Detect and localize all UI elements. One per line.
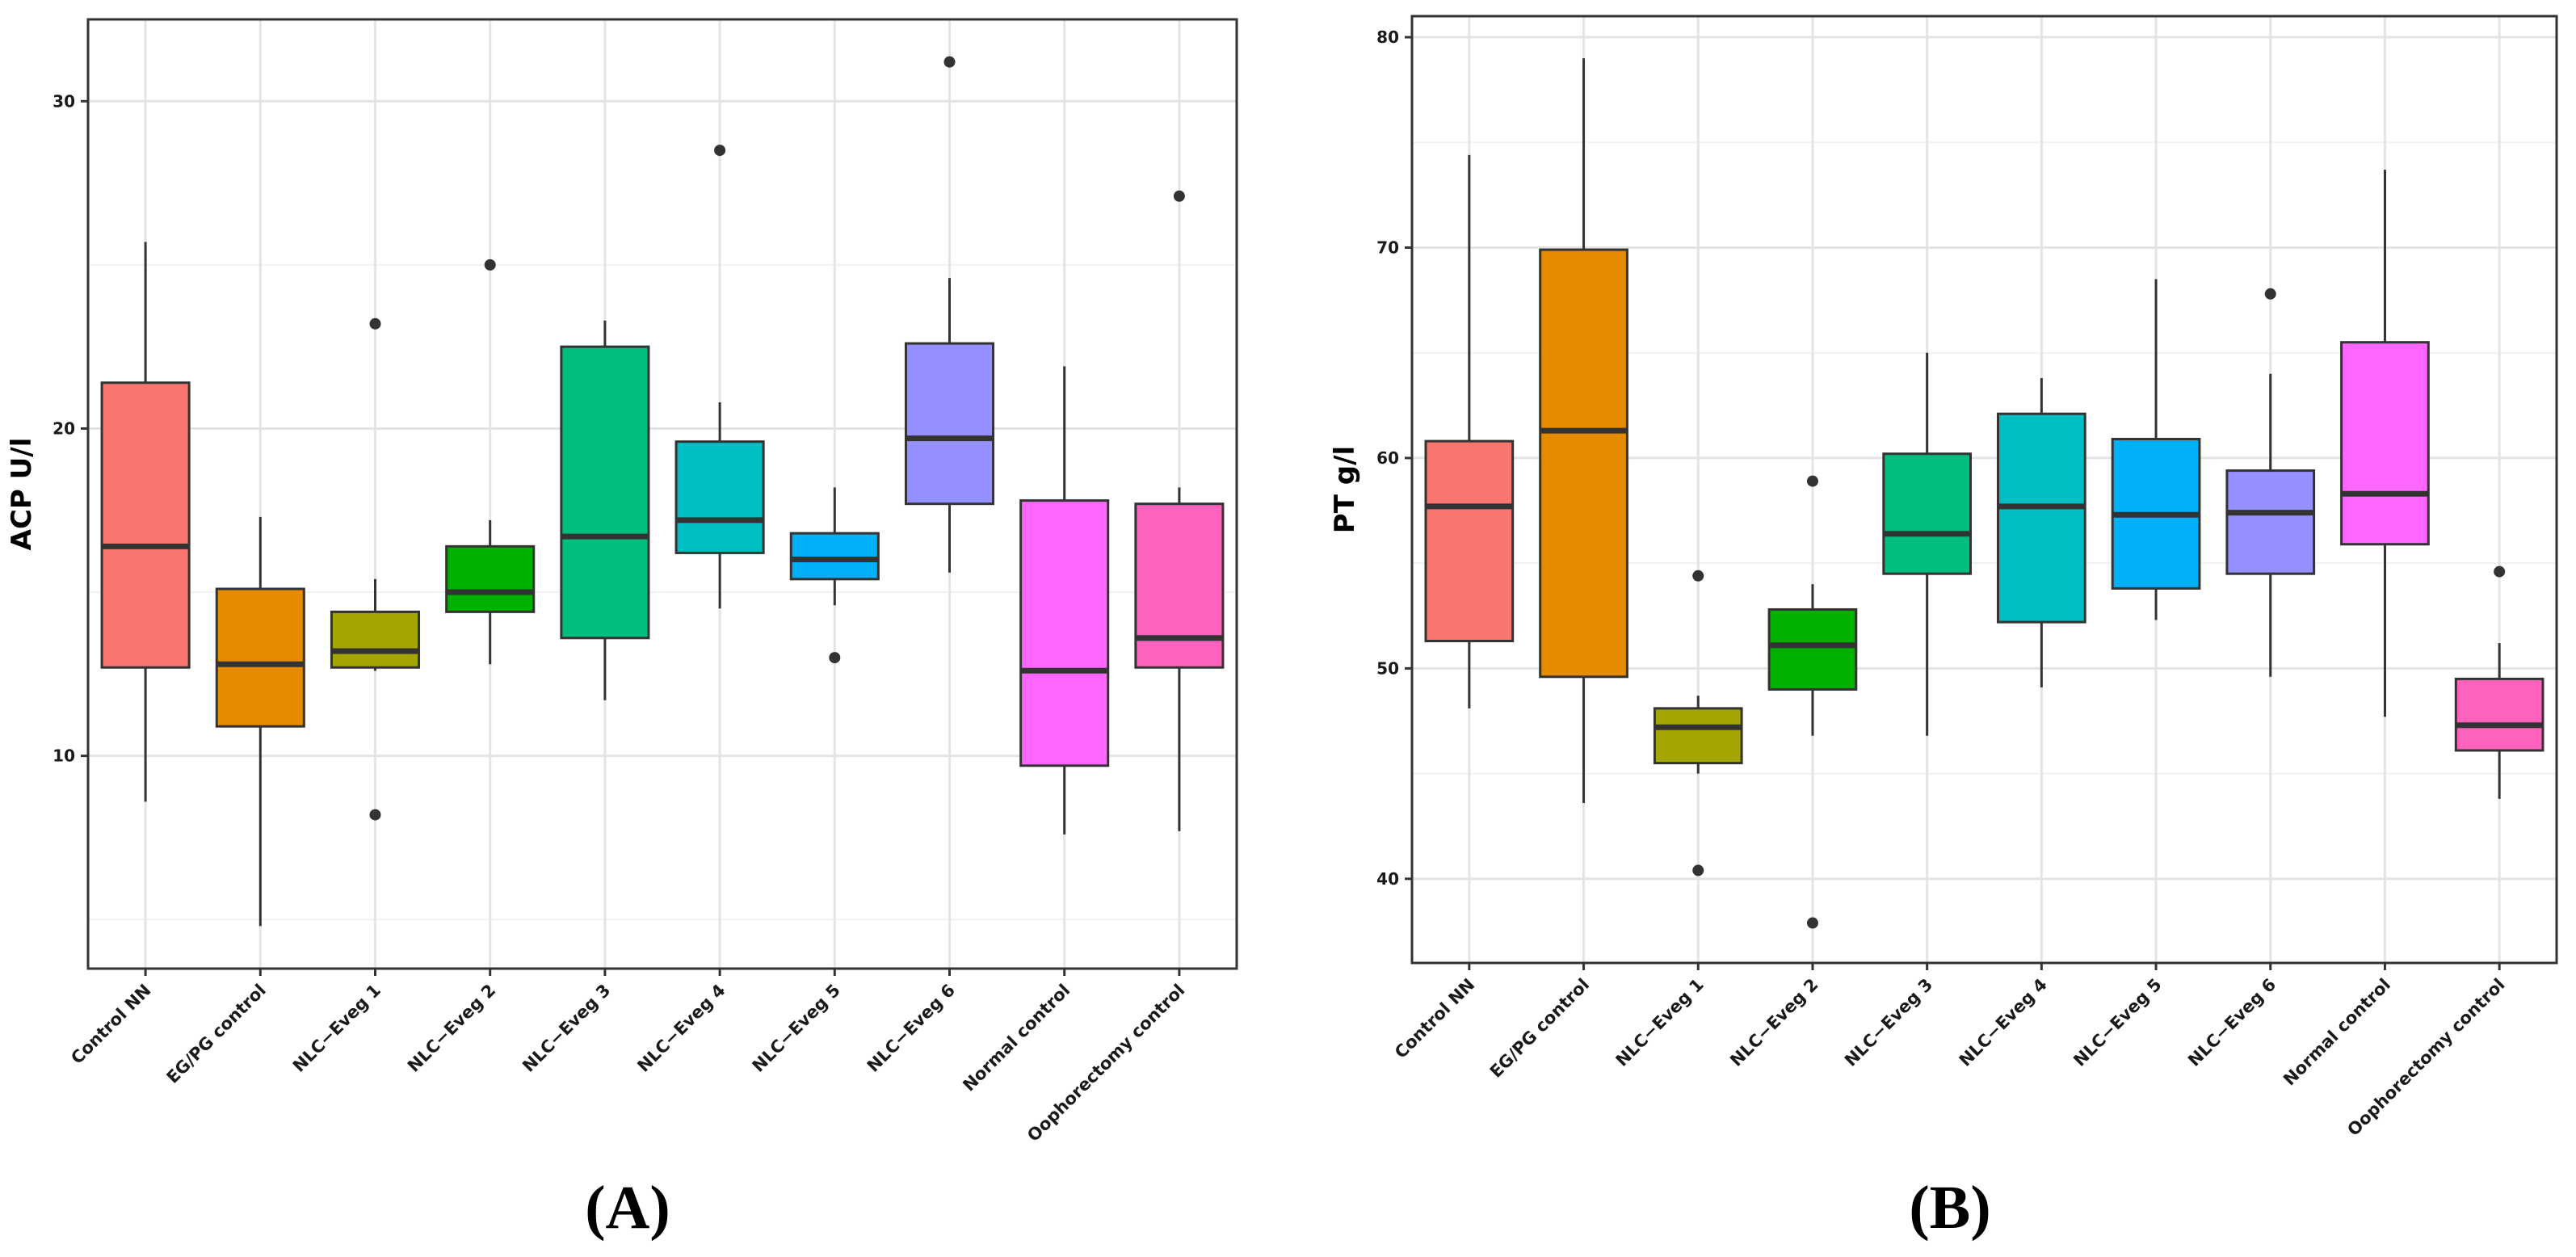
x-category-label: NLC−Eveg 4 (1956, 975, 2051, 1070)
iqr-box (904, 342, 995, 506)
x-category-label: NLC−Eveg 1 (1612, 975, 1708, 1070)
x-category-label: NLC−Eveg 2 (1726, 975, 1822, 1070)
box-8 (2225, 288, 2316, 677)
outlier-point (1692, 864, 1704, 877)
y-tick-label: 10 (53, 746, 75, 766)
panel-label: (B) (1909, 1174, 1990, 1242)
y-tick-label: 40 (1376, 869, 1399, 889)
box-7 (2111, 279, 2201, 620)
iqr-box (1424, 439, 1515, 643)
iqr-box (1539, 248, 1628, 679)
y-tick-label: 60 (1376, 448, 1399, 468)
iqr-box (1134, 502, 1225, 669)
x-category-label: NLC−Eveg 1 (289, 981, 385, 1076)
iqr-box (1882, 452, 1972, 575)
box-3 (1653, 570, 1743, 877)
iqr-box (1653, 707, 1743, 765)
box-9 (1019, 366, 1110, 834)
outlier-point (484, 259, 496, 271)
box-5 (560, 320, 650, 700)
y-axis-title: ACP U/l (6, 438, 38, 551)
box-1 (1424, 154, 1515, 708)
box-6 (1997, 377, 2086, 687)
x-category-label: NLC−Eveg 5 (2070, 975, 2165, 1070)
iqr-box (330, 610, 421, 669)
outlier-point (2264, 288, 2276, 300)
iqr-box (100, 381, 191, 669)
box-4 (445, 259, 536, 665)
outlier-point (1806, 475, 1818, 487)
box-9 (2340, 170, 2430, 717)
x-category-label: NLC−Eveg 4 (633, 981, 729, 1076)
outlier-point (2494, 565, 2506, 578)
x-category-label: NLC−Eveg 3 (519, 981, 614, 1076)
x-category-label: Normal control (2280, 975, 2394, 1090)
y-tick-label: 20 (53, 418, 75, 438)
x-category-label: NLC−Eveg 3 (1841, 975, 1936, 1070)
iqr-box (215, 587, 305, 728)
box-6 (674, 145, 765, 609)
iqr-box (1019, 499, 1110, 767)
y-tick-label: 70 (1376, 238, 1399, 257)
iqr-box (789, 532, 880, 581)
iqr-box (445, 544, 536, 613)
panel-label: (A) (585, 1174, 670, 1242)
box-4 (1767, 475, 1858, 929)
x-category-label: Normal control (959, 981, 1074, 1095)
box-10 (1134, 190, 1225, 831)
outlier-point (1173, 190, 1185, 202)
box-2 (215, 516, 305, 927)
outlier-point (1806, 917, 1818, 929)
y-tick-label: 30 (53, 91, 75, 111)
x-category-label: EG/PG control (163, 981, 270, 1087)
iqr-box (2340, 341, 2430, 546)
box-10 (2454, 565, 2544, 799)
panel-border (86, 18, 1238, 970)
x-category-label: Control NN (1391, 975, 1478, 1062)
iqr-box (1997, 412, 2086, 624)
x-category-label: NLC−Eveg 6 (864, 981, 959, 1076)
outlier-point (714, 145, 726, 157)
box-8 (904, 56, 995, 573)
outlier-point (369, 809, 381, 821)
iqr-box (2225, 469, 2316, 575)
x-category-label: NLC−Eveg 5 (749, 981, 844, 1076)
iqr-box (674, 440, 765, 554)
iqr-box (2454, 677, 2544, 752)
x-category-label: NLC−Eveg 2 (404, 981, 499, 1076)
y-tick-label: 50 (1376, 658, 1399, 678)
outlier-point (829, 652, 841, 664)
outlier-point (369, 317, 381, 330)
outlier-point (943, 56, 956, 68)
outlier-point (1692, 570, 1704, 582)
x-category-label: Control NN (67, 981, 154, 1068)
box-1 (100, 242, 191, 802)
x-category-label: EG/PG control (1486, 975, 1593, 1082)
iqr-box (1767, 607, 1858, 691)
panel-border (1410, 15, 2558, 965)
iqr-box (560, 345, 650, 640)
box-3 (330, 317, 421, 821)
box-7 (789, 487, 880, 664)
box-2 (1539, 58, 1628, 804)
y-tick-label: 80 (1376, 27, 1399, 47)
x-category-label: NLC−Eveg 6 (2184, 975, 2280, 1070)
box-5 (1882, 352, 1972, 736)
y-axis-title: PT g/l (1329, 446, 1361, 533)
